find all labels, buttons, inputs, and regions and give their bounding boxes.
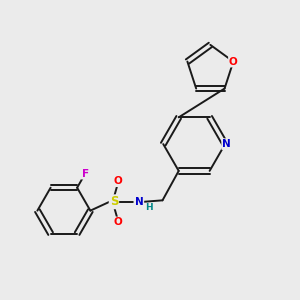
Text: N: N bbox=[222, 139, 231, 149]
Text: N: N bbox=[135, 197, 143, 207]
Text: F: F bbox=[82, 169, 89, 179]
Text: S: S bbox=[110, 195, 118, 208]
Text: O: O bbox=[113, 218, 122, 227]
Text: O: O bbox=[229, 57, 238, 67]
Text: H: H bbox=[145, 202, 152, 211]
Text: O: O bbox=[113, 176, 122, 186]
